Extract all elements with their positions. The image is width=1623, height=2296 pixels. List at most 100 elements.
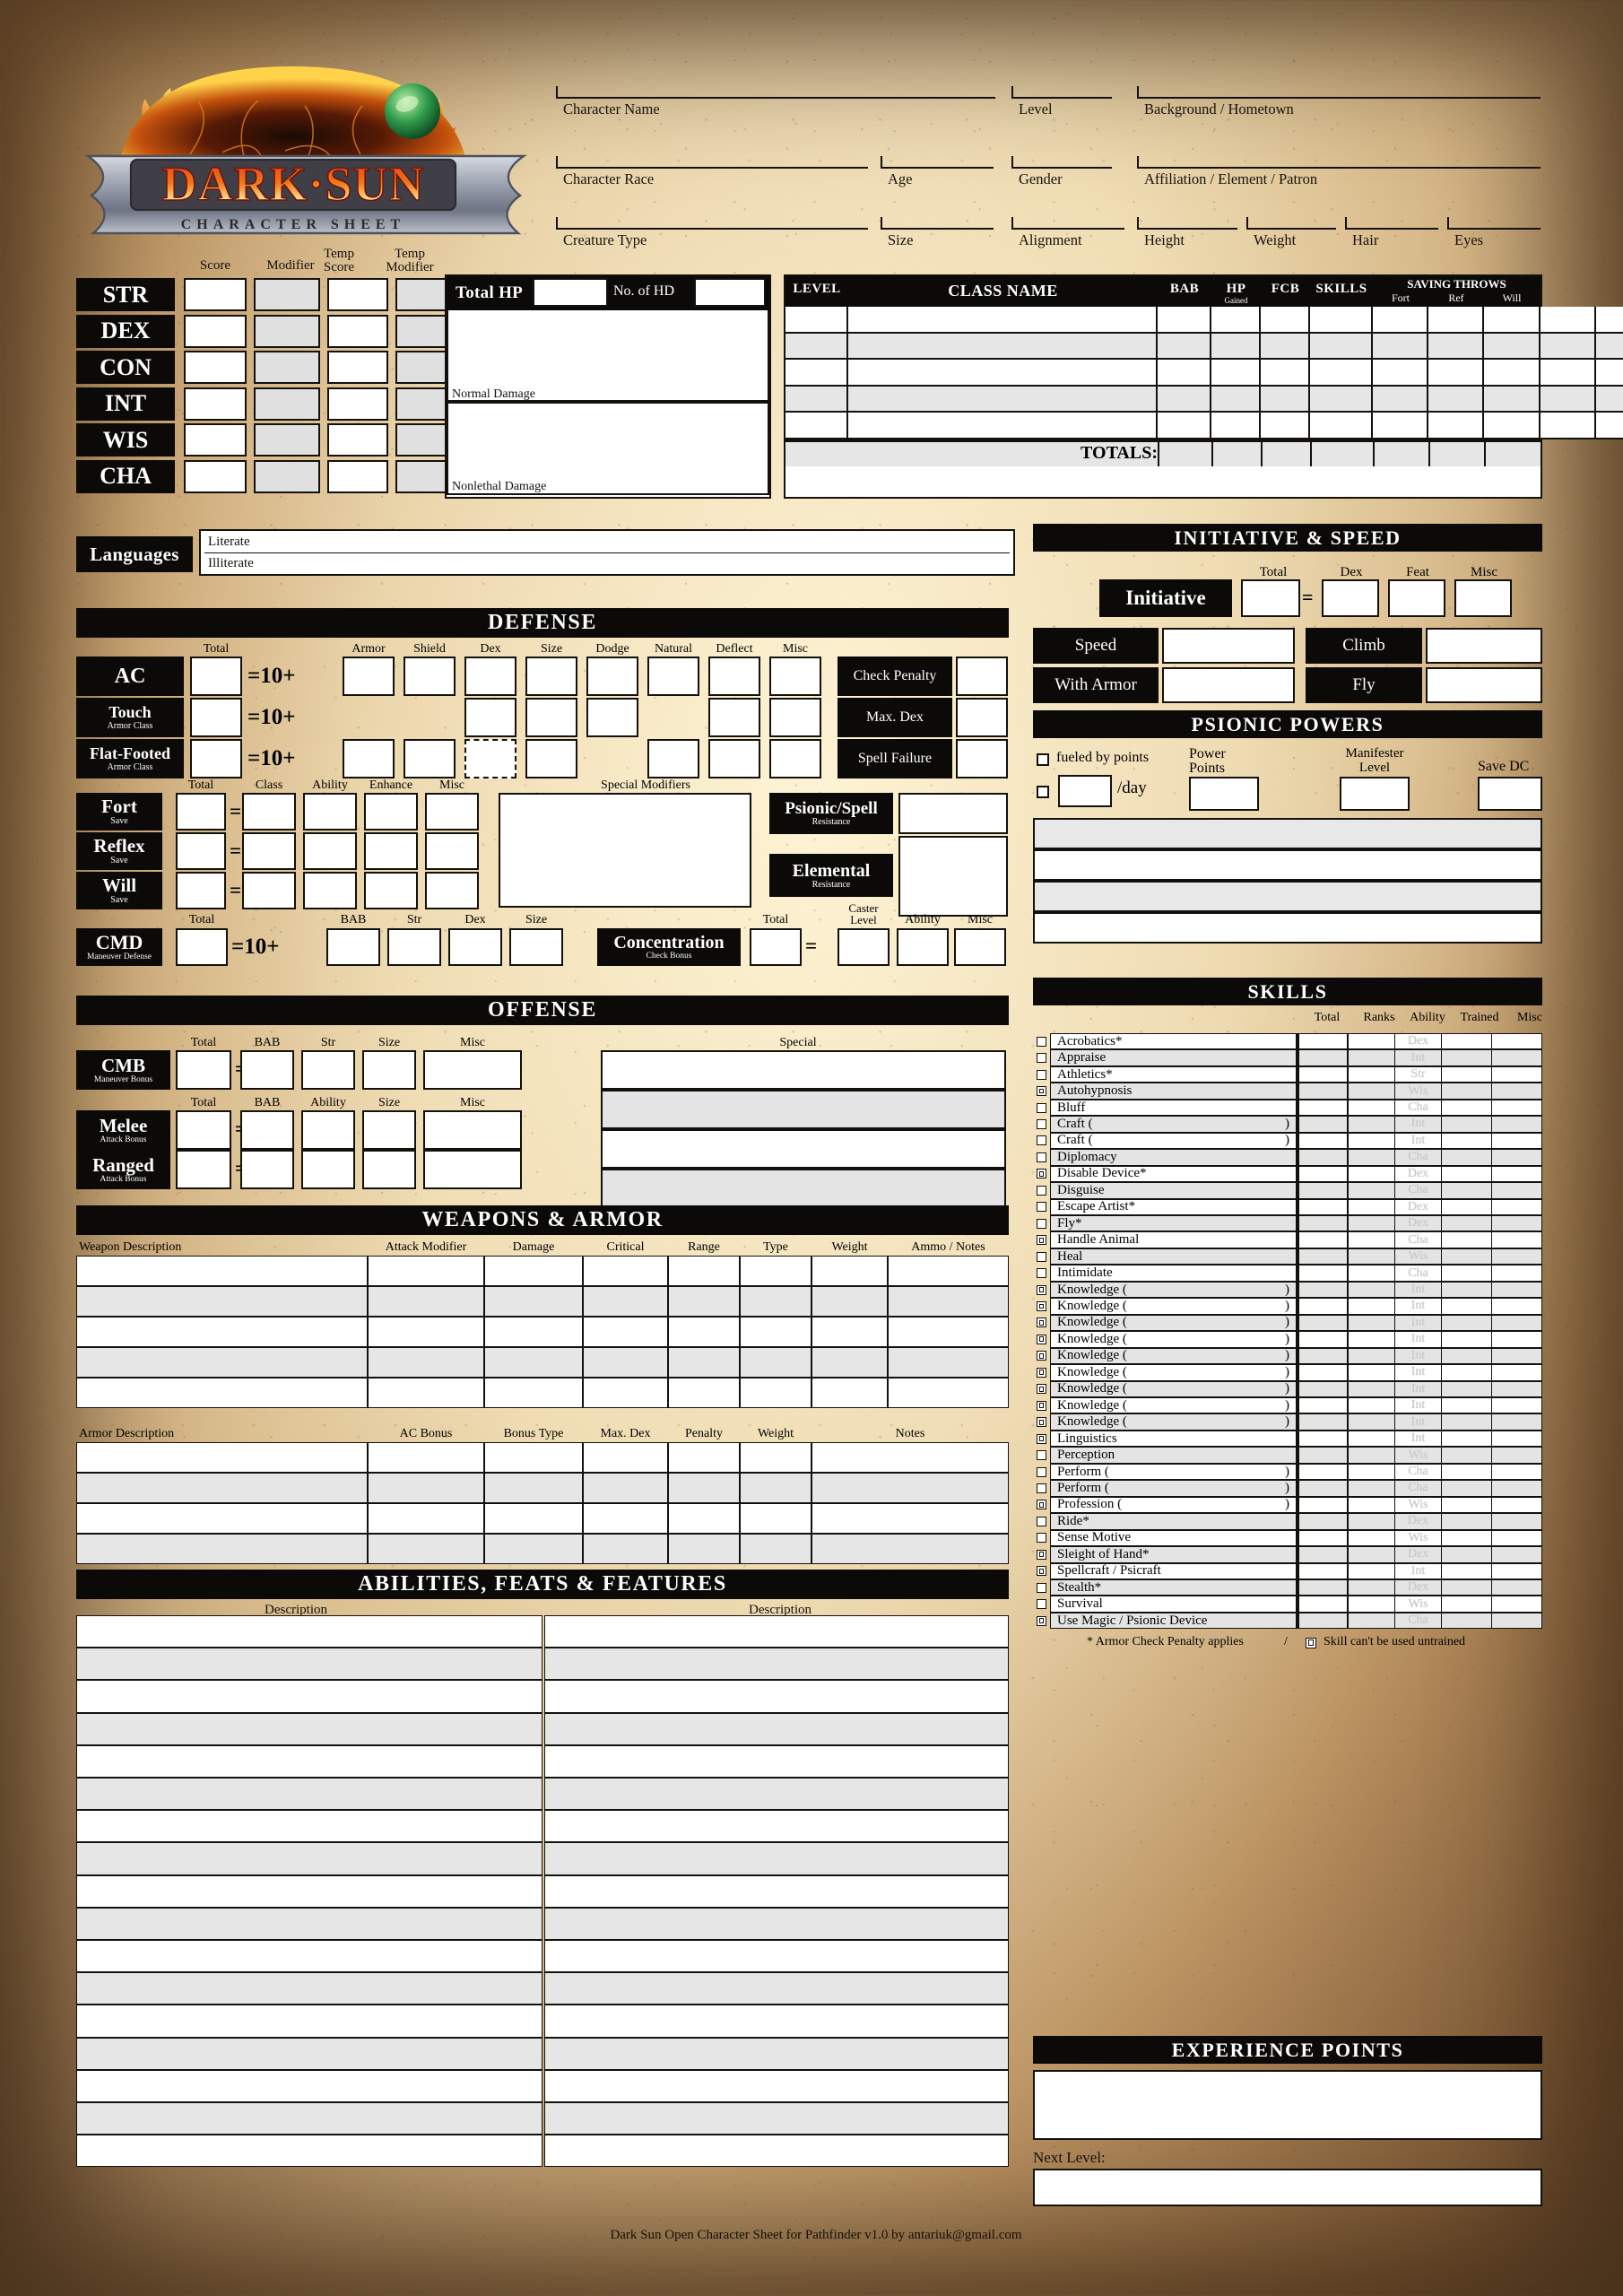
ability-temp-score-con[interactable] [327, 351, 388, 384]
skill-trained[interactable] [1442, 1380, 1492, 1397]
cmd-size-field[interactable] [509, 928, 563, 966]
affiliation-line[interactable] [1137, 167, 1541, 169]
skill-misc[interactable] [1492, 1265, 1542, 1282]
feat-row-right[interactable] [544, 1712, 1009, 1745]
skill-misc[interactable] [1492, 1612, 1542, 1630]
skill-checkbox[interactable] [1037, 1483, 1046, 1493]
skill-ranks[interactable] [1349, 1298, 1395, 1315]
skill-total[interactable] [1298, 1562, 1349, 1579]
totals-cell[interactable] [1158, 439, 1211, 466]
skill-ranks[interactable] [1349, 1198, 1395, 1215]
skill-checkbox[interactable] [1037, 1318, 1046, 1328]
skill-name[interactable]: Disable Device* [1050, 1165, 1298, 1183]
skill-ranks[interactable] [1349, 1331, 1395, 1348]
skill-total[interactable] [1298, 1347, 1349, 1365]
nonlethal-damage-field[interactable] [447, 402, 769, 495]
concentration-field-0[interactable] [838, 928, 890, 966]
class-row-save-cell[interactable] [1541, 360, 1596, 387]
defense-misc-2[interactable] [769, 739, 821, 778]
skill-total[interactable] [1298, 1248, 1349, 1265]
defense-dex-1[interactable] [464, 698, 516, 737]
class-row-cell[interactable] [1261, 386, 1310, 413]
ability-score-wis[interactable] [184, 423, 247, 457]
skill-name[interactable]: Stealth* [1050, 1578, 1298, 1596]
skill-total[interactable] [1298, 1214, 1349, 1232]
weapon-row-cell[interactable] [76, 1256, 368, 1286]
literate-line[interactable] [204, 552, 1010, 553]
skill-total[interactable] [1298, 1314, 1349, 1332]
ability-modifier-int[interactable] [254, 387, 320, 421]
skill-ranks[interactable] [1349, 1314, 1395, 1332]
totals-cell[interactable] [1310, 439, 1373, 466]
totals-cell[interactable] [1373, 439, 1428, 466]
skill-trained[interactable] [1442, 1099, 1492, 1117]
skill-name[interactable]: Linguistics [1050, 1430, 1298, 1448]
skill-ranks[interactable] [1349, 1480, 1395, 1497]
ranged-attack-misc[interactable] [423, 1150, 522, 1189]
weapon-row-cell[interactable] [76, 1378, 368, 1408]
feat-row-left[interactable] [76, 1615, 542, 1648]
ability-modifier-dex[interactable] [254, 314, 320, 348]
defense-total-1[interactable] [190, 698, 242, 737]
skill-checkbox[interactable] [1037, 1268, 1046, 1279]
feat-row-left[interactable] [76, 2037, 542, 2070]
skill-total[interactable] [1298, 1578, 1349, 1596]
offense-special-row-2[interactable] [601, 1129, 1006, 1169]
skill-ranks[interactable] [1349, 1265, 1395, 1282]
skill-checkbox[interactable] [1037, 1235, 1046, 1246]
weapon-row-cell[interactable] [484, 1286, 583, 1317]
skill-trained[interactable] [1442, 1116, 1492, 1133]
class-row-cell[interactable] [785, 360, 848, 387]
character-race-line[interactable] [556, 167, 868, 169]
special-modifiers-field[interactable] [499, 793, 751, 908]
save-ability-fort[interactable] [303, 793, 357, 831]
feat-row-right[interactable] [544, 1907, 1009, 1940]
skill-trained[interactable] [1442, 1347, 1492, 1365]
skill-name[interactable]: Knowledge () [1050, 1413, 1298, 1431]
class-row-cell[interactable] [848, 333, 1158, 361]
skill-name[interactable]: Athletics* [1050, 1065, 1298, 1083]
totals-cell[interactable] [1211, 439, 1261, 466]
skill-misc[interactable] [1492, 1165, 1542, 1183]
skill-trained[interactable] [1442, 1033, 1492, 1050]
armor-row-cell[interactable] [740, 1442, 812, 1473]
skill-trained[interactable] [1442, 1214, 1492, 1232]
class-row-cell[interactable] [1158, 386, 1211, 413]
skill-misc[interactable] [1492, 1546, 1542, 1563]
class-row-cell[interactable] [848, 360, 1158, 387]
save-total-fort[interactable] [176, 793, 226, 831]
skill-checkbox[interactable] [1037, 1400, 1046, 1411]
speed-field[interactable] [1162, 628, 1295, 664]
weapon-row-cell[interactable] [888, 1286, 1009, 1317]
armor-row-cell[interactable] [484, 1442, 583, 1473]
skill-misc[interactable] [1492, 1149, 1542, 1166]
class-row-cell[interactable] [1484, 413, 1541, 439]
skill-name[interactable]: Craft () [1050, 1116, 1298, 1133]
height-line[interactable] [1137, 228, 1237, 230]
defense-natural-0[interactable] [647, 657, 699, 696]
class-row-save-cell[interactable] [1541, 333, 1596, 361]
skill-total[interactable] [1298, 1165, 1349, 1183]
weapon-row-cell[interactable] [368, 1378, 484, 1408]
skill-checkbox[interactable] [1037, 1334, 1046, 1344]
weapon-row-cell[interactable] [484, 1317, 583, 1347]
psionic-note-row[interactable] [1033, 849, 1542, 881]
concentration-field-2[interactable] [954, 928, 1006, 966]
skill-ranks[interactable] [1349, 1562, 1395, 1579]
defense-size-1[interactable] [525, 698, 577, 737]
skill-total[interactable] [1298, 1182, 1349, 1199]
class-row-cell[interactable] [1158, 360, 1211, 387]
skill-name[interactable]: Knowledge () [1050, 1380, 1298, 1397]
cmb-misc[interactable] [423, 1050, 522, 1090]
weapon-row-cell[interactable] [583, 1347, 668, 1378]
class-row-cell[interactable] [785, 413, 848, 439]
power-points-field[interactable] [1189, 777, 1259, 811]
skill-ranks[interactable] [1349, 1396, 1395, 1414]
per-day-checkbox[interactable] [1037, 786, 1049, 798]
skill-ranks[interactable] [1349, 1380, 1395, 1397]
weapon-row-cell[interactable] [368, 1347, 484, 1378]
class-row-save-cell[interactable] [1596, 307, 1623, 334]
skill-total[interactable] [1298, 1331, 1349, 1348]
class-row-cell[interactable] [1428, 413, 1484, 439]
skill-total[interactable] [1298, 1033, 1349, 1050]
